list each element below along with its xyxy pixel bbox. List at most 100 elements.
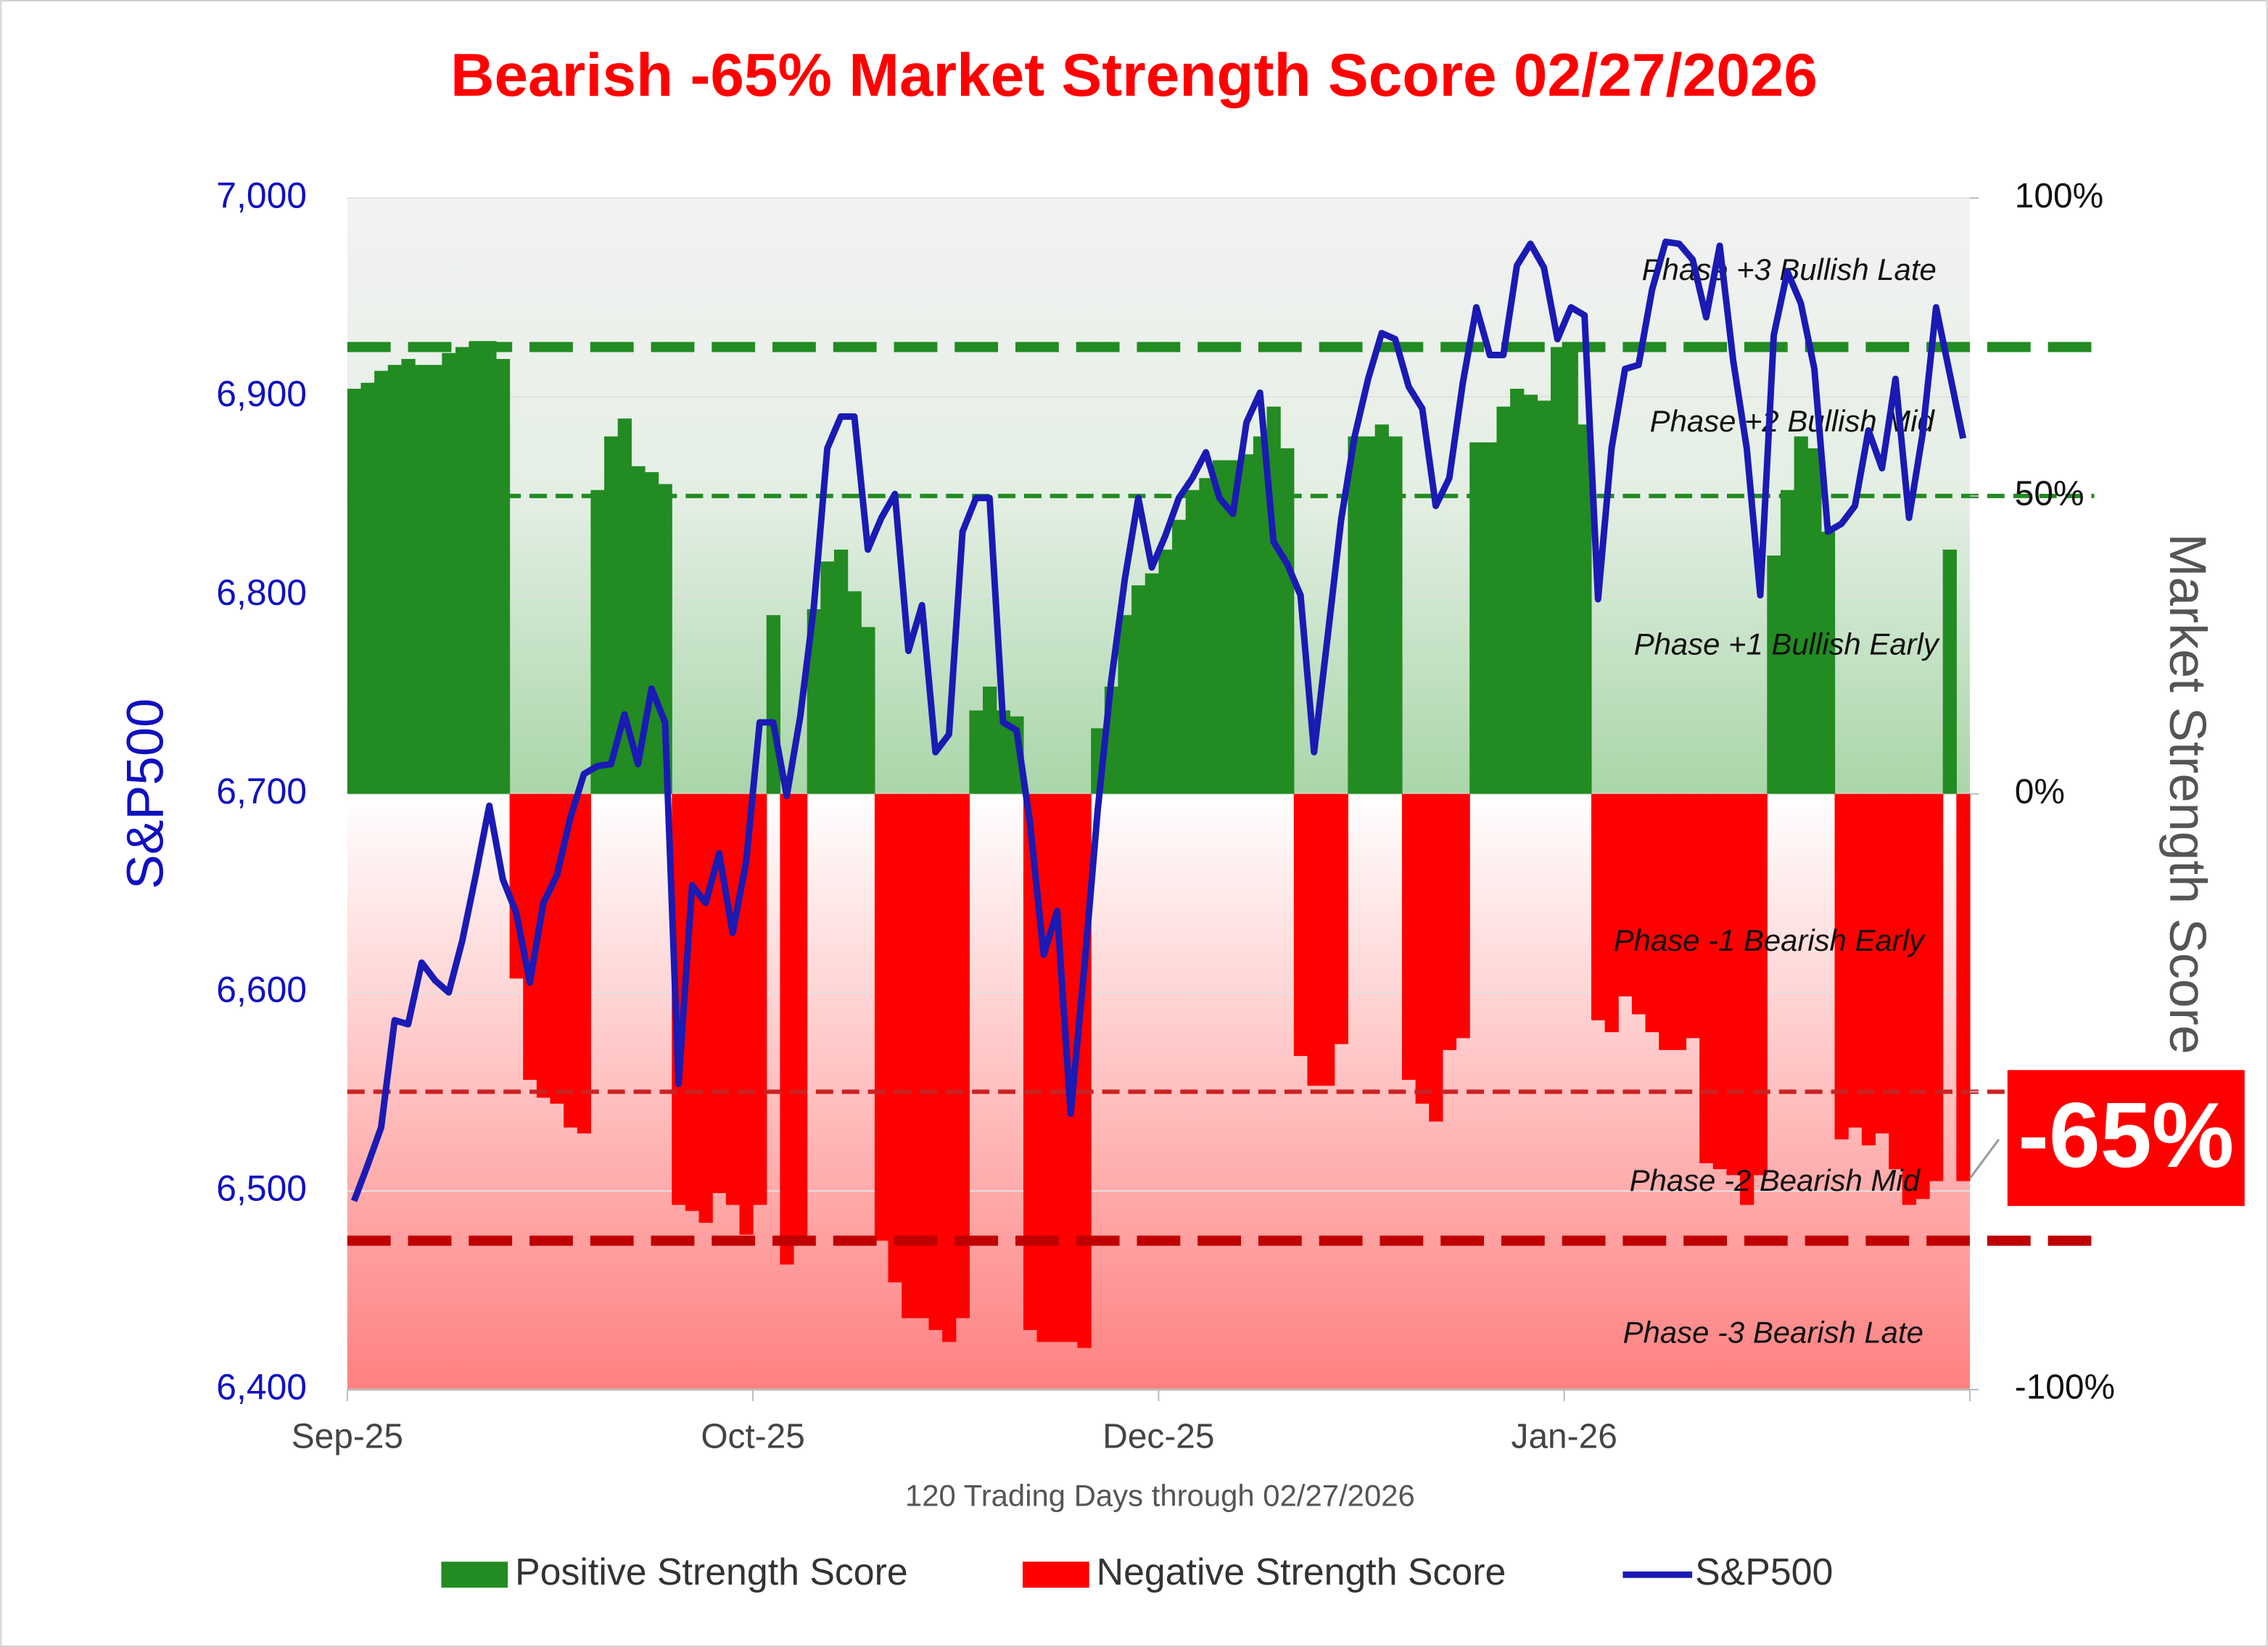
x-axis-label: 120 Trading Days through 02/27/2026: [905, 1479, 1415, 1513]
bar: [1523, 395, 1538, 794]
bar: [1631, 793, 1646, 1015]
bar: [1564, 347, 1578, 794]
bar: [1429, 793, 1443, 1122]
bar: [1185, 490, 1200, 794]
x-tick-label: Sep-25: [292, 1418, 403, 1456]
bar: [1145, 573, 1159, 794]
legend-label: Positive Strength Score: [515, 1551, 908, 1593]
phase-label: Phase -1 Bearish Early: [1614, 923, 1926, 957]
bar: [1374, 424, 1389, 794]
bar: [495, 358, 511, 794]
bar: [753, 793, 767, 1205]
bar: [1442, 793, 1457, 1050]
bar: [1537, 400, 1551, 794]
bar: [698, 793, 713, 1223]
bar: [1712, 793, 1727, 1170]
bar: [1578, 424, 1592, 794]
bar: [942, 793, 957, 1342]
bar: [590, 490, 605, 794]
y-tick-label: 6,500: [216, 1168, 307, 1208]
bar: [1415, 793, 1430, 1104]
bar: [1551, 347, 1565, 794]
bar: [1131, 585, 1146, 794]
legend: Positive Strength Score Negative Strength…: [441, 1551, 1833, 1593]
y-axis-label: S&P500: [117, 698, 175, 889]
bar: [1726, 793, 1741, 1176]
bar: [1240, 454, 1254, 794]
bar: [360, 382, 375, 794]
bar: [780, 793, 794, 1265]
bar: [1469, 442, 1484, 794]
bar: [861, 627, 875, 794]
bar: [928, 793, 943, 1330]
bar: [1172, 519, 1187, 794]
y-tick-label: 6,700: [216, 771, 307, 812]
bar: [374, 371, 389, 794]
chart-title: Bearish -65% Market Strength Score 02/27…: [450, 41, 1818, 109]
bar: [1591, 793, 1606, 1020]
y2-tick-label: 50%: [2015, 475, 2085, 513]
bar: [455, 347, 470, 794]
bar: [442, 352, 456, 794]
bar: [1618, 793, 1633, 996]
bar: [1510, 389, 1525, 794]
sp500-line: [350, 238, 1967, 1202]
x-tick-label: Dec-25: [1102, 1418, 1214, 1456]
bar: [1889, 793, 1903, 1170]
bar: [1767, 556, 1781, 794]
y-tick-label: 6,400: [216, 1366, 307, 1407]
bar: [739, 793, 754, 1235]
bar: [564, 793, 578, 1128]
legend-label: S&P500: [1695, 1551, 1833, 1593]
bar: [604, 436, 619, 794]
y-tick-label: 6,900: [216, 373, 307, 414]
bar: [1280, 448, 1295, 794]
bar: [1820, 532, 1836, 794]
bar: [1686, 793, 1700, 1039]
bar: [820, 561, 835, 794]
callout-box: [2007, 1070, 2245, 1206]
bar: [1023, 793, 1038, 1330]
bar: [1929, 793, 1944, 1181]
y2-tick-label: 0%: [2015, 772, 2065, 811]
bar: [1361, 436, 1376, 794]
bar: [1956, 793, 1971, 1181]
callout-label: -65%: [2018, 1083, 2234, 1187]
bar: [833, 549, 849, 794]
legend-swatch: [1022, 1561, 1089, 1588]
bar: [1050, 793, 1065, 1342]
bar: [347, 389, 362, 794]
bar: [1334, 793, 1348, 1044]
bar: [1199, 478, 1213, 794]
bar: [888, 793, 902, 1283]
bar: [1348, 436, 1362, 794]
bar: [1118, 615, 1132, 794]
y2-axis-label: Market Strength Score: [2158, 534, 2217, 1054]
legend-label: Negative Strength Score: [1097, 1551, 1506, 1593]
bar: [577, 793, 592, 1134]
lines: [350, 238, 1967, 1202]
bar: [617, 418, 632, 794]
y-tick-label: 6,800: [216, 572, 307, 613]
bar: [1456, 793, 1470, 1039]
bar: [536, 793, 551, 1098]
bar: [1740, 793, 1754, 1205]
callout-leader: [1968, 1139, 2000, 1179]
bar: [469, 341, 483, 794]
bar: [1942, 549, 1957, 794]
bar: [969, 710, 984, 794]
bar: [1659, 793, 1673, 1050]
bar: [523, 793, 537, 1080]
bar: [1916, 793, 1930, 1200]
x-tick-label: Jan-26: [1512, 1418, 1617, 1456]
bar: [1834, 793, 1849, 1140]
bar: [415, 365, 429, 794]
bar: [428, 365, 442, 794]
bar: [983, 686, 997, 794]
y2-tick-label: 100%: [2015, 177, 2103, 215]
phase-label: Phase -3 Bearish Late: [1623, 1315, 1923, 1349]
bar: [1672, 793, 1687, 1050]
bar: [1604, 793, 1619, 1033]
